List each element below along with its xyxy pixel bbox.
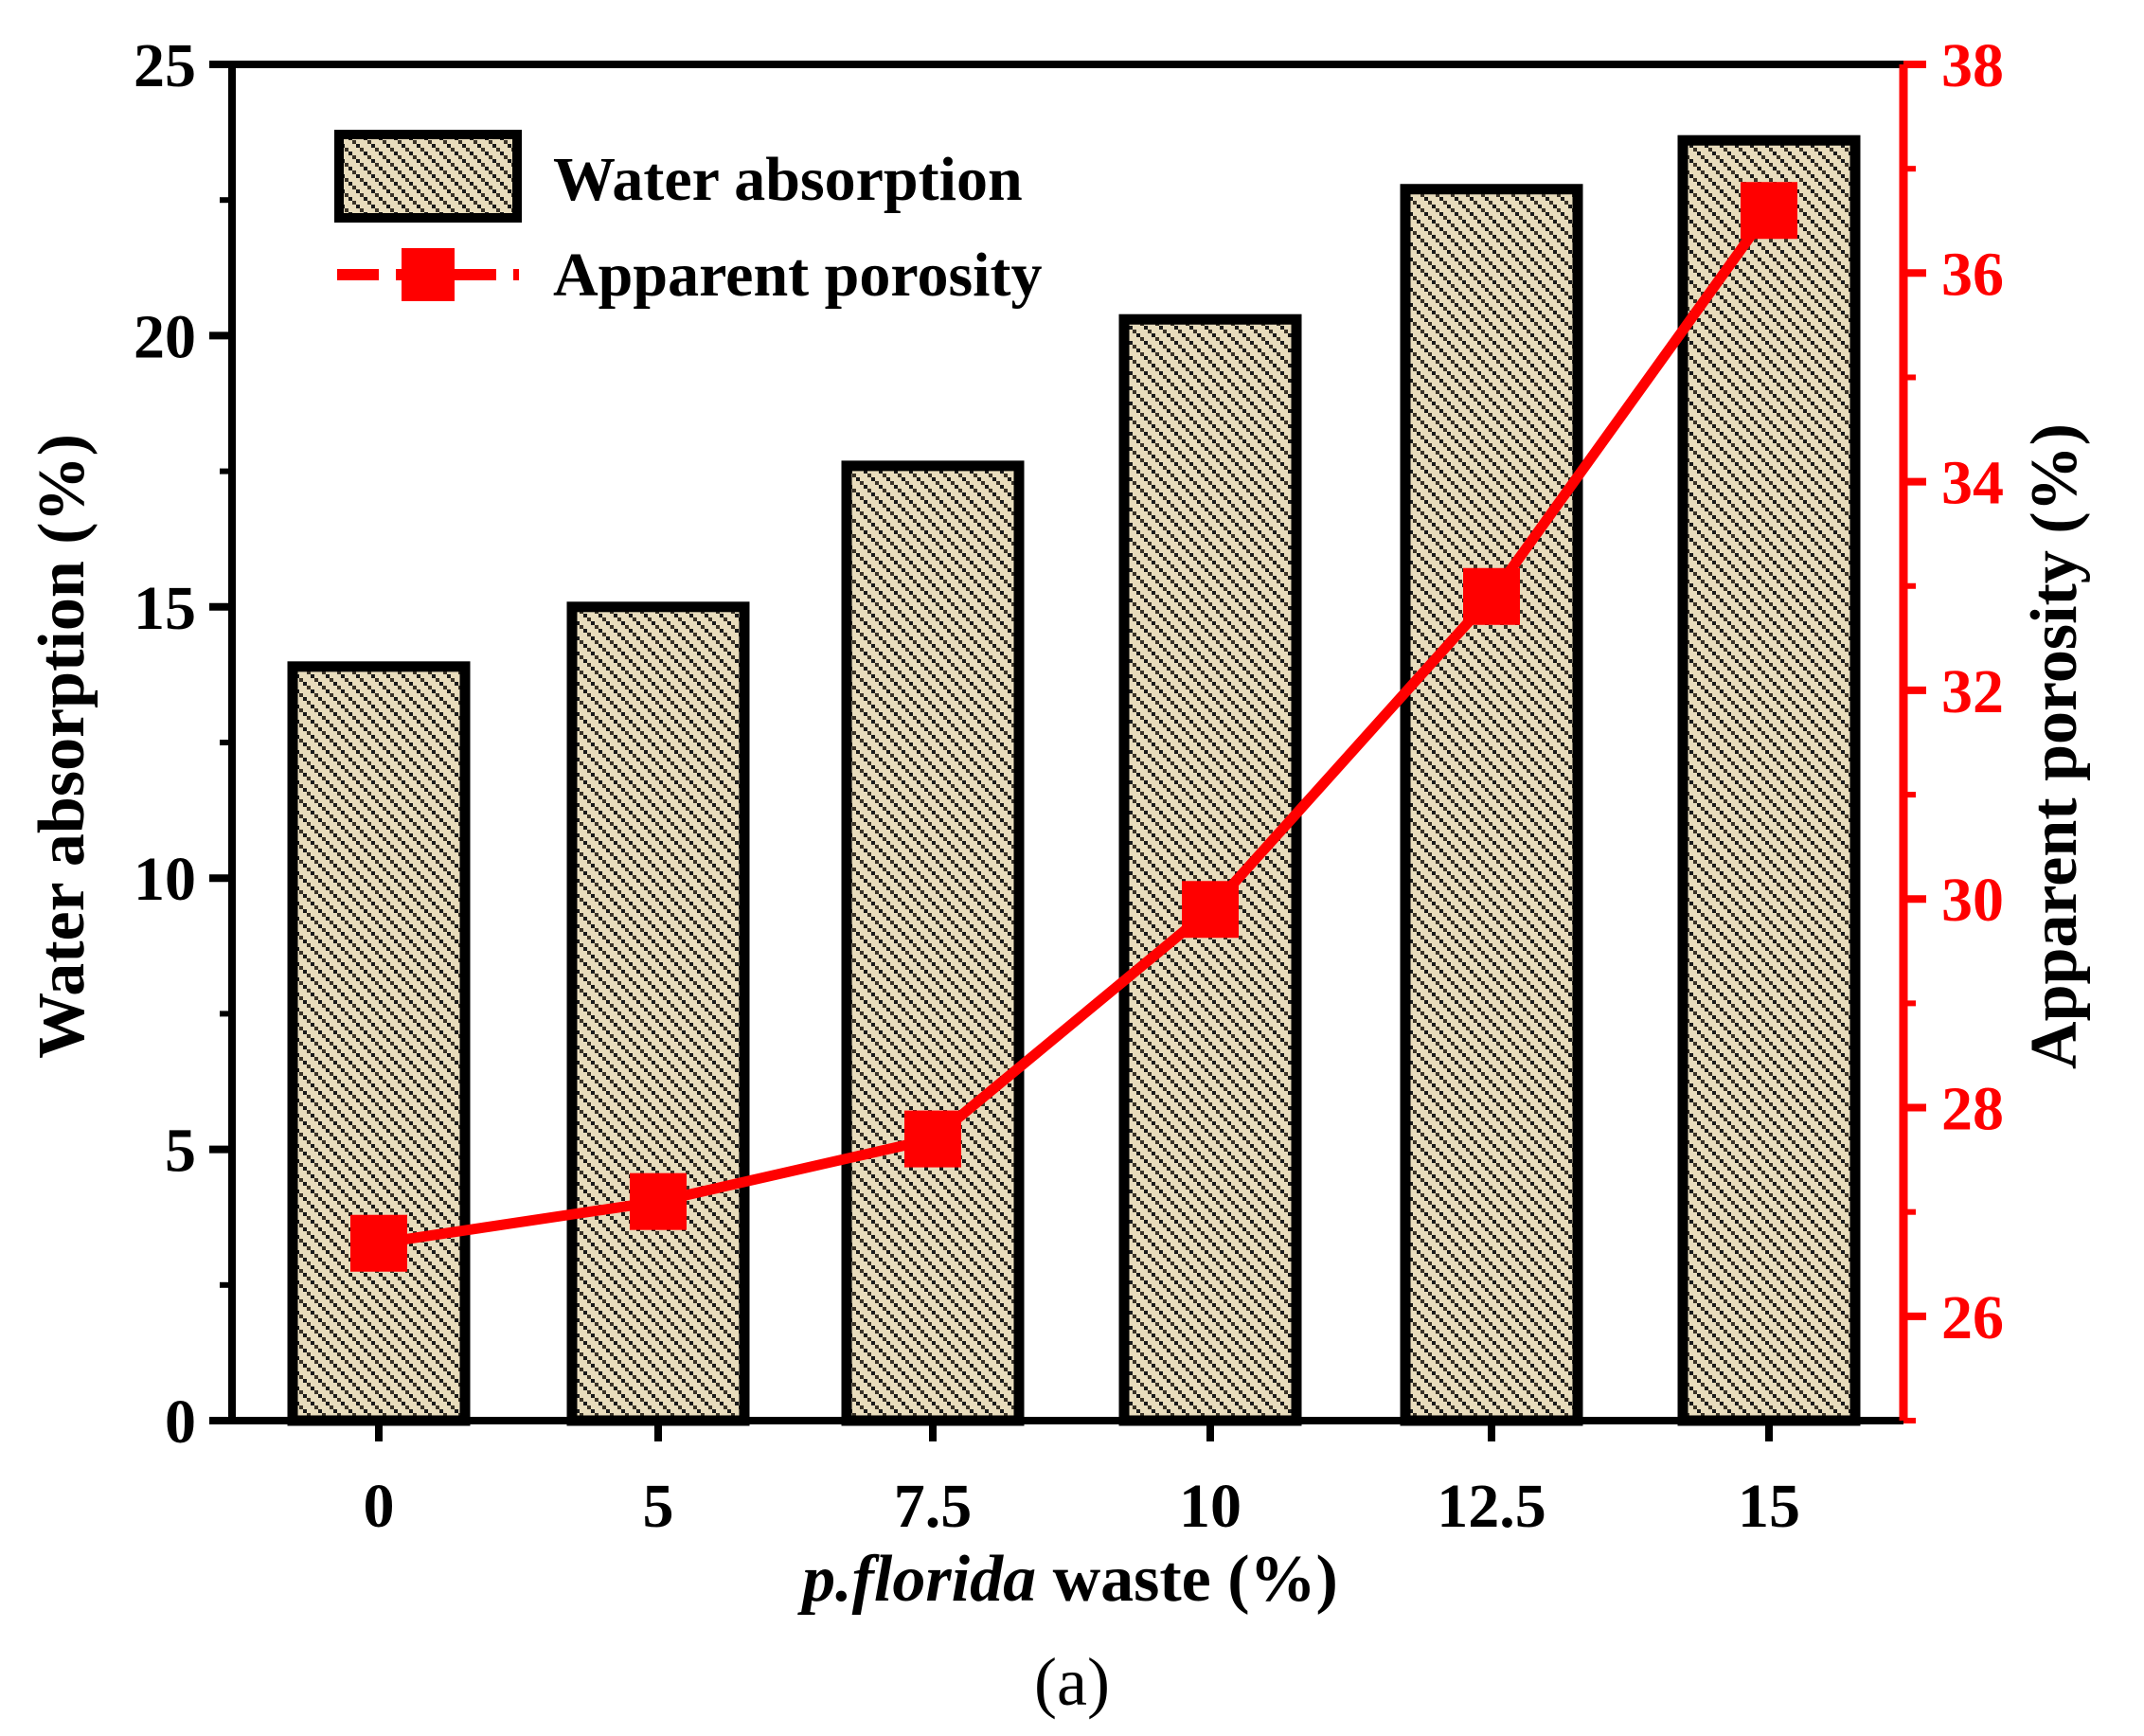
x-tick-label: 15 [1738, 1472, 1800, 1541]
bar-water-absorption [1677, 134, 1861, 1426]
x-axis-title-italic: p.florida [797, 1543, 1036, 1616]
bar-water-absorption [1400, 184, 1583, 1426]
left-tick-label: 15 [134, 574, 196, 643]
marker-apparent-porosity [630, 1172, 687, 1230]
x-tick-label: 10 [1179, 1472, 1242, 1541]
bar-water-absorption [566, 601, 750, 1426]
left-axis-title: Water absorption (%) [26, 434, 98, 1059]
right-tick-label: 32 [1941, 657, 2004, 726]
right-axis-title: Apparent porosity (%) [2018, 423, 2091, 1069]
axes: 0 5 10 15 20 25 26 28 30 32 34 36 38 0 5 7.5 10 12.5 15 [134, 31, 2004, 1541]
plot-frame [228, 61, 1908, 1424]
x-axis-title: p.florida waste (%) [797, 1543, 1338, 1616]
right-tick-label: 30 [1941, 866, 2004, 935]
marker-apparent-porosity [350, 1214, 407, 1272]
legend-label-water-absorption: Water absorption [553, 145, 1023, 214]
right-tick-label: 26 [1941, 1283, 2004, 1352]
left-tick-label: 0 [165, 1387, 196, 1457]
left-tick-label: 25 [134, 31, 196, 100]
right-tick-label: 28 [1941, 1075, 2004, 1144]
left-tick-label: 10 [134, 845, 196, 914]
x-axis-title-rest: waste (%) [1036, 1543, 1338, 1616]
marker-apparent-porosity [1463, 567, 1520, 625]
x-tick-label: 0 [364, 1472, 395, 1541]
legend-bar-swatch [334, 130, 522, 223]
legend: Water absorption Apparent porosity [334, 130, 1042, 310]
x-tick-label: 12.5 [1437, 1472, 1546, 1541]
right-tick-label: 38 [1941, 31, 2004, 100]
bar-water-absorption [287, 661, 471, 1426]
bar-water-absorption [1118, 313, 1302, 1426]
left-tick-label: 20 [134, 302, 196, 371]
legend-marker-square [402, 248, 455, 301]
x-tick-label: 7.5 [894, 1472, 973, 1541]
marker-apparent-porosity [1741, 182, 1797, 240]
marker-apparent-porosity [904, 1110, 961, 1168]
marker-apparent-porosity [1182, 881, 1239, 939]
bar-series [287, 134, 1861, 1426]
line-series [350, 182, 1797, 1272]
left-tick-label: 5 [165, 1117, 196, 1186]
bar-water-absorption [841, 460, 1025, 1426]
right-tick-label: 36 [1941, 240, 2004, 309]
x-tick-label: 5 [643, 1472, 674, 1541]
figure-caption: (a) [1034, 1644, 1110, 1720]
legend-label-apparent-porosity: Apparent porosity [553, 241, 1042, 310]
line-apparent-porosity [378, 207, 1774, 1249]
right-tick-label: 34 [1941, 449, 2004, 518]
